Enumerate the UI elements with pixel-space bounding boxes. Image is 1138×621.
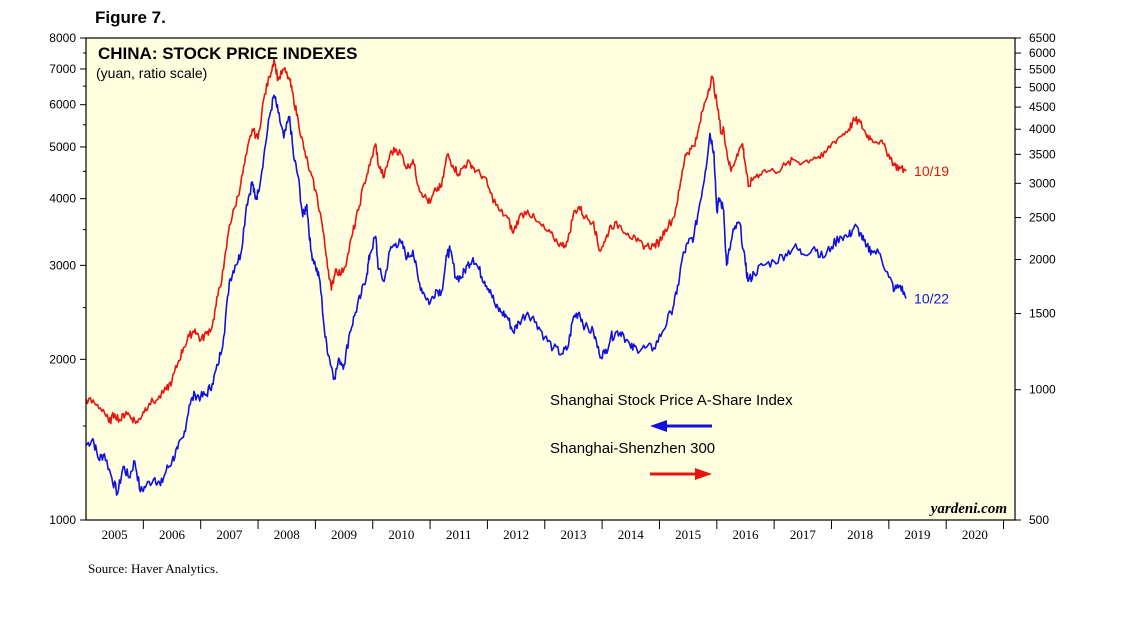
right-tick-label: 4000 — [1029, 122, 1056, 136]
right-tick-label: 2000 — [1029, 252, 1056, 266]
x-tick-label: 2009 — [331, 527, 357, 542]
axes-ticks: 1000 2000 3000 4000 5000 6000 7000 8000 500 1000 1… — [49, 31, 1056, 542]
x-tick-label: 2017 — [790, 527, 817, 542]
right-tick-label: 3500 — [1029, 147, 1056, 161]
figure-label: Figure 7. — [95, 8, 166, 27]
shanghai-a-share-end-label: 10/22 — [914, 291, 949, 307]
left-tick-label: 3000 — [49, 258, 76, 272]
x-tick-label: 2005 — [102, 527, 128, 542]
legend: Shanghai Stock Price A-Share Index Shangh… — [550, 392, 793, 480]
plot-frame — [85, 37, 1016, 521]
csi300-line — [85, 58, 907, 425]
right-tick-label: 2500 — [1029, 211, 1056, 225]
chart-title: CHINA: STOCK PRICE INDEXES — [98, 44, 357, 63]
plot-background — [86, 38, 1015, 520]
left-tick-label: 8000 — [49, 31, 76, 45]
right-tick-label: 3000 — [1029, 176, 1056, 190]
left-tick-label: 4000 — [49, 192, 76, 206]
right-tick-label: 4500 — [1029, 100, 1056, 114]
x-tick-label: 2010 — [388, 527, 414, 542]
right-tick-label: 6000 — [1029, 46, 1056, 60]
legend-label-shanghai: Shanghai Stock Price A-Share Index — [550, 392, 793, 409]
left-tick-label: 6000 — [49, 98, 76, 112]
chart-subtitle: (yuan, ratio scale) — [96, 65, 207, 81]
x-tick-label: 2019 — [905, 527, 931, 542]
left-tick-label: 5000 — [49, 140, 76, 154]
x-tick-label: 2016 — [732, 527, 759, 542]
x-tick-label: 2007 — [216, 527, 243, 542]
legend-arrow-right-icon — [695, 468, 712, 480]
x-tick-label: 2013 — [560, 527, 586, 542]
left-tick-label: 7000 — [49, 62, 76, 76]
right-tick-label: 5500 — [1029, 62, 1056, 76]
source-note: Source: Haver Analytics. — [88, 561, 219, 576]
shanghai-a-share-line — [85, 94, 907, 496]
left-tick-label: 2000 — [49, 352, 76, 366]
series-layer: 10/22 10/19 — [85, 58, 949, 496]
x-tick-label: 2014 — [618, 527, 645, 542]
x-tick-label: 2011 — [446, 527, 472, 542]
x-tick-label: 2006 — [159, 527, 186, 542]
csi300-end-label: 10/19 — [914, 163, 949, 179]
x-tick-label: 2020 — [962, 527, 988, 542]
right-tick-label: 500 — [1029, 513, 1049, 527]
x-tick-label: 2012 — [503, 527, 529, 542]
right-tick-label: 6500 — [1029, 31, 1056, 45]
right-tick-label: 1000 — [1029, 383, 1056, 397]
right-tick-label: 5000 — [1029, 80, 1056, 94]
chart: 1000 2000 3000 4000 5000 6000 7000 8000 500 1000 1… — [49, 31, 1056, 542]
watermark: yardeni.com — [929, 501, 1007, 517]
legend-arrow-left-icon — [650, 420, 667, 432]
right-tick-label: 1500 — [1029, 307, 1056, 321]
x-tick-label: 2008 — [274, 527, 300, 542]
x-tick-label: 2018 — [847, 527, 873, 542]
left-tick-label: 1000 — [49, 513, 76, 527]
legend-label-csi300: Shanghai-Shenzhen 300 — [550, 440, 715, 457]
x-tick-label: 2015 — [675, 527, 701, 542]
